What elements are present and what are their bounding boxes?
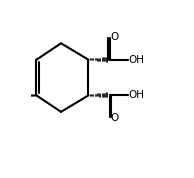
Text: O: O — [110, 32, 119, 42]
Text: OH: OH — [129, 55, 145, 65]
Text: OH: OH — [129, 90, 145, 100]
Text: O: O — [110, 113, 119, 123]
